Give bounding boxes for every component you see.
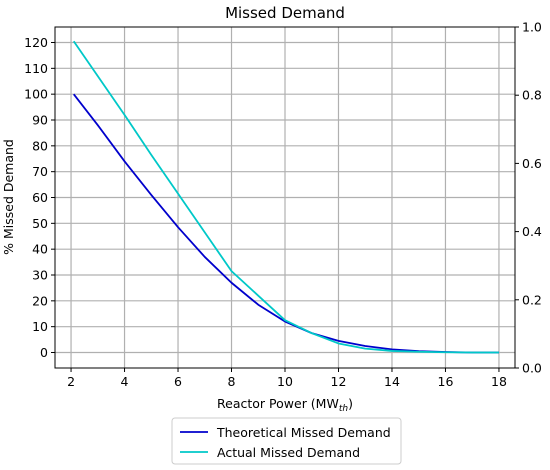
y-tick-label: 110 [24,61,48,76]
y-tick-label: 80 [32,138,48,153]
x-axis-label-subscript: th [339,404,349,414]
y2-tick-label: 0.0 [522,361,542,376]
y-tick-label: 20 [32,293,48,308]
x-tick-label: 2 [67,374,75,389]
y2-tick-label: 0.6 [522,156,542,171]
y-tick-label: 30 [32,268,48,283]
y-tick-label: 90 [32,113,48,128]
x-axis-label: Reactor Power (MWth) [217,396,353,414]
y-tick-label: 50 [32,216,48,231]
x-tick-label: 12 [331,374,347,389]
legend: Theoretical Missed Demand Actual Missed … [171,417,402,465]
x-tick-label: 16 [438,374,454,389]
y-axis-label: % Missed Demand [1,139,16,255]
y2-axis-ticks: 0.0 0.2 0.4 0.6 0.8 1.0 [515,20,542,376]
x-tick-label: 4 [121,374,129,389]
legend-frame [171,417,402,465]
y-tick-label: 70 [32,164,48,179]
x-tick-label: 14 [384,374,400,389]
x-tick-label: 10 [277,374,293,389]
y-tick-label: 60 [32,190,48,205]
y-tick-label: 0 [40,345,48,360]
y2-tick-label: 0.2 [522,292,542,307]
x-tick-label: 8 [228,374,236,389]
x-axis-ticks: 2 4 6 8 10 12 14 16 18 [67,368,507,389]
x-tick-label: 6 [174,374,182,389]
y-tick-label: 10 [32,319,48,334]
y2-tick-label: 0.8 [522,88,542,103]
y2-tick-label: 1.0 [522,20,542,35]
series-layer [72,40,499,354]
grid [55,27,515,368]
y-tick-label: 40 [32,242,48,257]
y-axis-ticks: 0 10 20 30 40 50 60 70 80 90 100 110 120 [24,35,55,360]
legend-label-actual: Actual Missed Demand [217,445,360,460]
x-tick-label: 18 [491,374,507,389]
series-line-actual [72,40,499,354]
y-tick-label: 100 [24,87,48,102]
legend-label-theoretical: Theoretical Missed Demand [216,425,391,440]
y2-tick-label: 0.4 [522,224,542,239]
chart-title: Missed Demand [225,4,345,22]
y-tick-label: 120 [24,35,48,50]
